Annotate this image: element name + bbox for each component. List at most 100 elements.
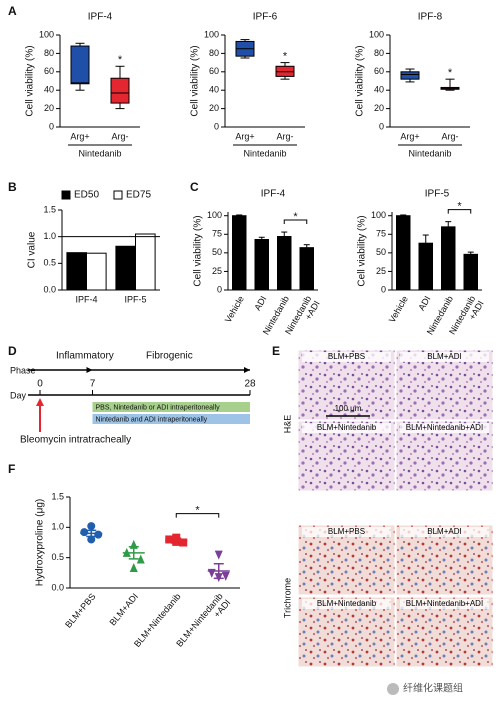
- data-point: [136, 554, 145, 564]
- bar: [277, 236, 292, 291]
- y-tick-label: 40: [209, 85, 219, 95]
- annotation: *: [283, 51, 288, 63]
- chart-title: IPF-4: [88, 12, 113, 23]
- x-tick-label: Arg+: [400, 131, 419, 141]
- x-tick-label: Arg-: [276, 131, 293, 141]
- y-axis-label: Cell viability (%): [190, 45, 201, 116]
- day-label: 28: [244, 379, 256, 390]
- panel-label: C: [190, 180, 199, 194]
- image-label: BLM+PBS: [328, 527, 365, 536]
- y-tick-label: 0: [217, 284, 222, 294]
- legend-swatch: [113, 190, 123, 200]
- y-axis-label: CI value: [27, 231, 38, 268]
- y-tick-label: 25: [212, 266, 222, 276]
- data-point: [129, 562, 138, 572]
- arrow-head: [244, 367, 250, 373]
- group-label: Nintedanib: [78, 148, 121, 158]
- data-point: [87, 535, 96, 544]
- row-label: Phase: [10, 365, 36, 375]
- x-tick-label: Arg+: [70, 131, 89, 141]
- treatment-box: [92, 402, 250, 412]
- y-tick-label: 0.0: [43, 284, 56, 294]
- x-tick-label: IPF-5: [124, 294, 146, 304]
- data-point: [179, 538, 188, 547]
- panel-label: D: [8, 344, 17, 358]
- y-tick-label: 75: [212, 229, 222, 239]
- y-tick-label: 80: [374, 48, 384, 58]
- bar: [463, 253, 478, 291]
- data-point: [87, 522, 96, 531]
- chart-title: IPF-4: [261, 189, 286, 200]
- y-tick-label: 50: [376, 247, 386, 257]
- stain-label: H&E: [282, 415, 292, 434]
- bar: [396, 215, 411, 291]
- y-tick-label: 0.5: [43, 258, 56, 268]
- panel-label: B: [8, 180, 17, 194]
- legend-label: ED75: [126, 190, 151, 201]
- image-label-bg: [400, 527, 489, 537]
- image-label: BLM+PBS: [328, 352, 365, 361]
- image-label: BLM+Nintedanib: [317, 599, 377, 608]
- x-tick-label: Arg-: [111, 131, 128, 141]
- y-tick-label: 40: [374, 85, 384, 95]
- group-label: Nintedanib: [243, 148, 286, 158]
- data-point: [165, 535, 174, 544]
- treatment-box: [92, 414, 250, 424]
- data-point: [94, 530, 103, 539]
- bar: [232, 215, 247, 291]
- image-label-bg: [302, 423, 391, 433]
- bar: [66, 252, 88, 291]
- image-label-bg: [400, 352, 489, 362]
- treatment-label: PBS, Nintedanib or ADI intraperitoneally: [96, 404, 221, 411]
- y-tick-label: 60: [209, 66, 219, 76]
- y-tick-label: 100: [39, 29, 54, 39]
- image-label: BLM+Nintedanib+ADI: [406, 423, 483, 432]
- y-tick-label: 100: [207, 210, 222, 220]
- watermark: 纤维化课题组: [403, 682, 463, 695]
- injury-arrow-head: [36, 398, 44, 406]
- significance-bracket: [175, 513, 220, 518]
- image-label-bg: [302, 352, 391, 362]
- day-label: 7: [90, 379, 96, 390]
- x-tick-label: BLM+Nintedanib+ADI: [175, 591, 233, 655]
- y-tick-label: 20: [209, 103, 219, 113]
- data-point: [214, 550, 223, 560]
- injury-label: Bleomycin intratracheally: [20, 435, 131, 446]
- y-tick-label: 1.0: [51, 522, 64, 532]
- image-label-bg: [400, 423, 489, 433]
- bar: [135, 233, 156, 291]
- y-tick-label: 0.5: [51, 552, 64, 562]
- scale-bar-label: 100 μm: [335, 404, 362, 413]
- y-tick-label: 0: [381, 284, 386, 294]
- y-tick-label: 100: [369, 29, 384, 39]
- chart-title: IPF-8: [418, 12, 443, 23]
- y-axis-label: Cell viability (%): [193, 215, 204, 286]
- chart-title: IPF-6: [253, 12, 278, 23]
- bar: [299, 247, 314, 291]
- y-tick-label: 20: [374, 103, 384, 113]
- image-label: BLM+Nintedanib+ADI: [406, 599, 483, 608]
- panel-label: E: [272, 344, 280, 358]
- y-axis-label: Cell viability (%): [355, 45, 366, 116]
- bar: [254, 238, 269, 291]
- x-tick-label: ADI: [252, 294, 268, 312]
- annotation: *: [457, 201, 462, 213]
- y-axis-label: Cell viability (%): [25, 45, 36, 116]
- x-tick-label: Arg-: [441, 131, 458, 141]
- panel-label: A: [8, 4, 17, 18]
- annotation: *: [293, 211, 298, 223]
- y-tick-label: 40: [44, 85, 54, 95]
- y-tick-label: 100: [371, 210, 386, 220]
- chart-title: IPF-5: [425, 189, 450, 200]
- legend-swatch: [61, 190, 71, 200]
- y-tick-label: 0: [379, 121, 384, 131]
- x-tick-label: Vehicle: [223, 294, 246, 324]
- x-tick-label: BLM+PBS: [63, 591, 98, 629]
- box: [70, 45, 90, 85]
- significance-bracket: [447, 209, 472, 214]
- phase-label: Fibrogenic: [146, 351, 193, 362]
- y-tick-label: 1.0: [43, 231, 56, 241]
- y-tick-label: 100: [204, 29, 219, 39]
- arrow-head: [86, 367, 93, 373]
